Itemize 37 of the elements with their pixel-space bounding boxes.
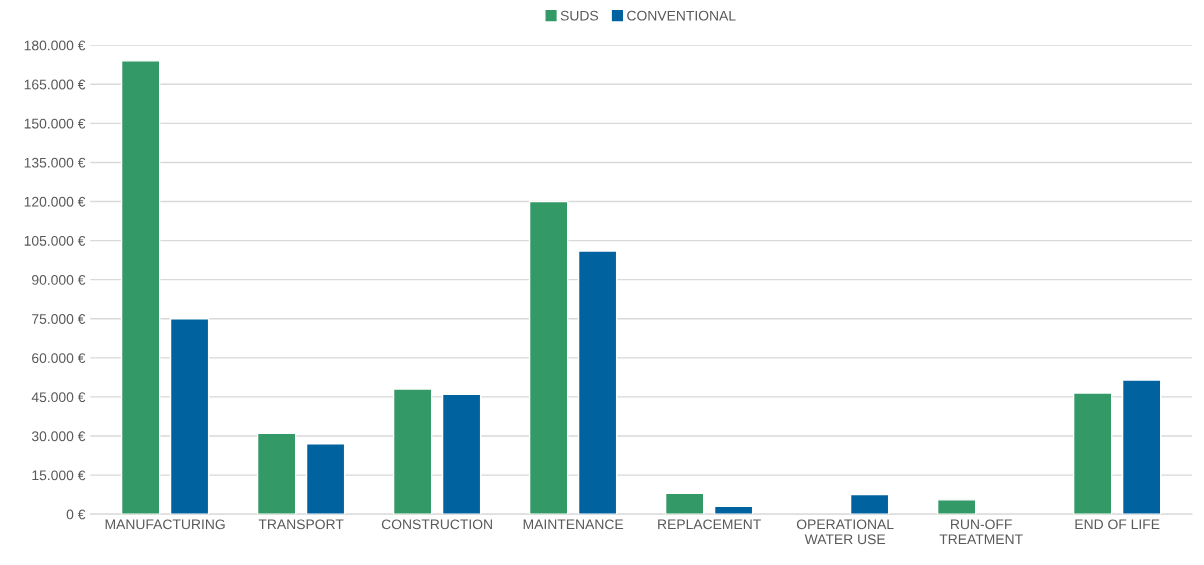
y-tick-label: 105.000 € [24,235,86,246]
bar [1121,379,1162,515]
y-tick-label: 90.000 € [32,275,86,285]
bar [120,60,161,515]
bar [664,492,705,515]
x-tick-label: MAINTENANCE [523,519,624,530]
x-tick-label: END OF LIFE [1075,519,1160,530]
bar [849,493,890,515]
legend-label: SUDS [560,10,599,21]
bar [169,318,210,515]
y-tick-label: 150.000 € [24,118,86,129]
bar [577,250,618,515]
bar [713,505,754,515]
y-tick-label: 60.000 € [32,353,86,363]
x-tick-label: REPLACEMENT [658,519,761,530]
y-tick-label: 30.000 € [31,431,86,442]
x-tick-label: TRANSPORT [258,519,344,530]
x-tick-label: MANUFACTURING [105,519,225,530]
y-tick-label: 180.000 € [24,40,86,51]
bar [936,499,977,515]
y-tick-label: 135.000 € [24,157,86,168]
y-tick-label: 45.000 € [31,392,86,403]
bar [1072,392,1113,515]
x-tick-label: CONSTRUCTION [381,519,492,530]
y-tick-label: 75.000 € [32,314,86,324]
y-tick-label: 120.000 € [24,196,86,207]
bar [305,443,346,515]
x-tick-label: OPERATIONAL WATER USE [796,519,894,545]
y-tick-label: 0 € [66,509,86,520]
y-tick-label: 165.000 € [24,79,86,90]
bar [441,393,482,515]
bar [528,200,569,515]
bar [256,432,297,515]
legend-label: CONVENTIONAL [627,10,736,21]
x-tick-label: RUN-OFF TREATMENT [939,519,1023,545]
bar [392,388,433,515]
y-tick-label: 15.000 € [32,470,86,481]
